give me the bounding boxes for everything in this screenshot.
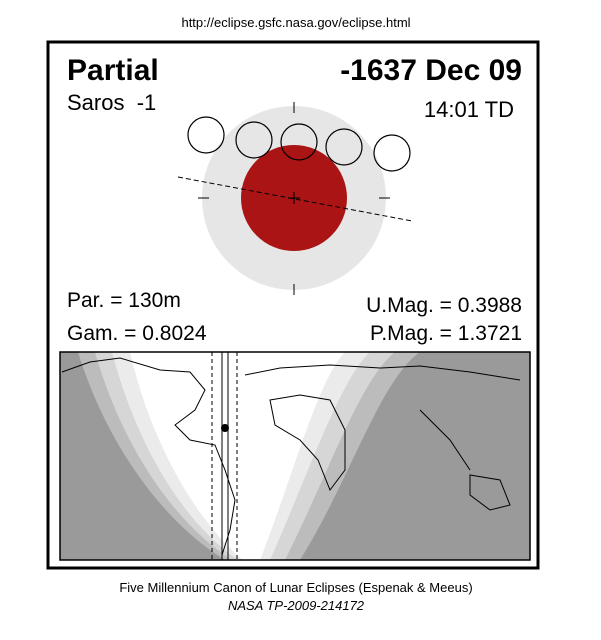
- source-url: http://eclipse.gsfc.nasa.gov/eclipse.htm…: [181, 15, 410, 30]
- eclipse-date: -1637 Dec 09: [340, 54, 522, 87]
- gamma: Gam. = 0.8024: [67, 322, 207, 345]
- penumbral-magnitude: P.Mag. = 1.3721: [370, 322, 522, 345]
- saros: Saros -1: [67, 90, 156, 115]
- eclipse-type: Partial: [67, 54, 159, 87]
- visibility-map: [59, 351, 531, 561]
- report-number: NASA TP-2009-214172: [228, 598, 365, 613]
- canon-credit: Five Millennium Canon of Lunar Eclipses …: [119, 580, 472, 595]
- eclipse-time: 14:01 TD: [424, 97, 514, 122]
- umbral-magnitude: U.Mag. = 0.3988: [366, 294, 522, 317]
- partial-duration: Par. = 130m: [67, 289, 181, 312]
- shadow-geometry: [177, 102, 413, 295]
